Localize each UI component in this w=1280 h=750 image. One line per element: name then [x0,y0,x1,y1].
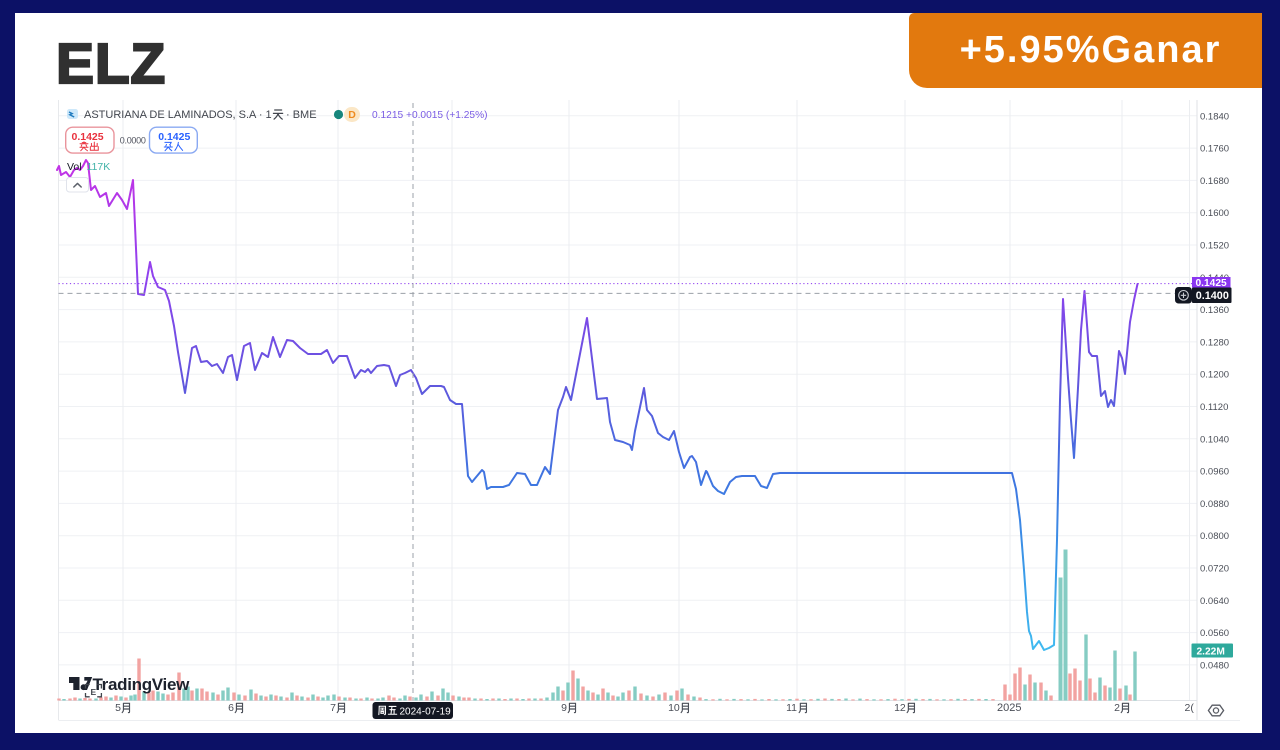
svg-text:0.1520: 0.1520 [1200,241,1229,252]
svg-text:0.0000: 0.0000 [120,136,146,146]
svg-text:0.0640: 0.0640 [1200,596,1229,607]
svg-text:ASTURIANA DE LAMINADOS, S.A ·: ASTURIANA DE LAMINADOS, S.A · 1 [84,109,272,121]
svg-text:0.0960: 0.0960 [1200,467,1229,478]
svg-text:D: D [348,109,356,121]
svg-text:0.1425: 0.1425 [72,131,104,143]
svg-text:0.1425: 0.1425 [1196,278,1227,289]
svg-text:Vol: Vol [67,161,82,173]
svg-text:2.22M: 2.22M [1197,646,1225,657]
svg-text:0.0480: 0.0480 [1200,660,1229,671]
svg-text:12: 12 [894,702,906,714]
svg-text:0.1400: 0.1400 [1196,290,1229,302]
svg-text:0.1040: 0.1040 [1200,434,1229,445]
svg-text:0.1120: 0.1120 [1200,402,1228,413]
svg-text:TradingView: TradingView [93,675,191,694]
svg-text:0.1360: 0.1360 [1200,305,1229,316]
svg-text:5: 5 [115,702,121,714]
svg-text:0.0800: 0.0800 [1200,531,1229,542]
svg-text:10: 10 [668,702,680,714]
svg-text:117K: 117K [87,161,111,173]
svg-text:2(: 2( [1185,702,1195,714]
svg-text:2024-07-19: 2024-07-19 [400,706,452,717]
svg-text:11: 11 [786,702,797,714]
svg-text:0.0720: 0.0720 [1200,564,1229,575]
svg-text:0.1680: 0.1680 [1200,176,1229,187]
svg-text:0.1425: 0.1425 [158,131,190,143]
svg-text:9: 9 [561,702,567,714]
svg-text:0.0880: 0.0880 [1200,499,1229,510]
svg-text:0.1200: 0.1200 [1200,370,1229,381]
svg-text:6: 6 [228,702,234,714]
svg-text:· BME: · BME [286,109,317,121]
svg-text:0.1280: 0.1280 [1200,337,1229,348]
svg-text:7: 7 [330,702,336,714]
svg-text:2: 2 [1114,702,1120,714]
svg-text:0.1600: 0.1600 [1200,208,1229,219]
svg-text:2025: 2025 [997,702,1021,714]
svg-text:E: E [91,687,97,697]
svg-text:0.1840: 0.1840 [1200,111,1229,122]
svg-text:0.0560: 0.0560 [1200,628,1229,639]
svg-text:0.1215 +0.0015 (+1.25%): 0.1215 +0.0015 (+1.25%) [372,110,488,121]
svg-text:0.1760: 0.1760 [1200,144,1229,155]
